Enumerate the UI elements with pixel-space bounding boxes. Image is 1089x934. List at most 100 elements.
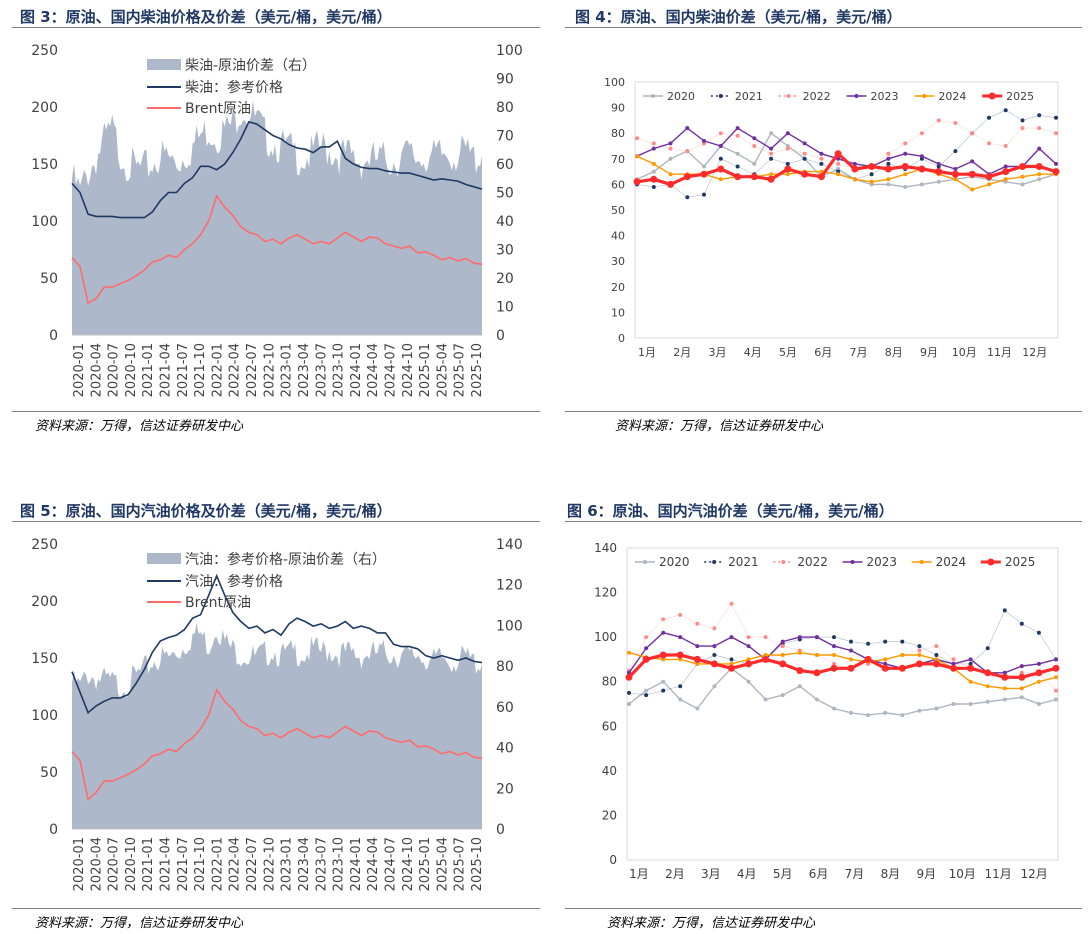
fig6-point-2021 <box>934 653 939 657</box>
fig6-point-2021 <box>1036 630 1041 635</box>
fig6-point-2024 <box>849 657 853 662</box>
fig4-point-2020 <box>919 182 924 187</box>
fig4-point-2022 <box>1003 144 1008 148</box>
figure-3-source-rule <box>12 411 540 412</box>
fig4-point-2023 <box>970 159 975 164</box>
fig6-point-2025 <box>898 664 906 672</box>
fig6-point-2025 <box>847 664 855 672</box>
fig4-x-tick: 3月 <box>709 346 727 359</box>
fig6-x-tick: 6月 <box>809 867 829 881</box>
figure-6-title-rule <box>565 521 1082 522</box>
fig5-yleft-tick: 250 <box>31 537 58 553</box>
fig4-point-2024 <box>1037 172 1042 177</box>
fig6-point-2020 <box>1002 697 1007 702</box>
fig6-point-2023 <box>712 644 717 649</box>
fig4-point-2023 <box>1037 146 1042 151</box>
fig6-point-2024 <box>968 679 973 684</box>
fig6-point-2021 <box>678 684 683 689</box>
figure-6-source-rule <box>565 908 1082 909</box>
fig4-point-2023 <box>953 167 958 171</box>
fig6-point-2023 <box>883 661 888 666</box>
figure-4-title: 图 4：原油、国内柴油价差（美元/桶，美元/桶） <box>575 8 902 26</box>
fig4-point-2025 <box>1019 163 1026 170</box>
fig3-x-tick: 2023-10 <box>332 343 347 397</box>
fig4-point-2024 <box>852 177 857 182</box>
fig3-x-tick: 2025-07 <box>453 343 468 397</box>
fig4-point-2023 <box>702 138 706 143</box>
fig4-point-2025 <box>700 170 708 178</box>
fig6-point-2024 <box>900 653 905 657</box>
fig6-point-2020 <box>661 679 666 684</box>
fig4-point-2024 <box>769 172 774 177</box>
fig3-yleft-tick: 50 <box>40 271 58 287</box>
fig6-point-2025 <box>1001 673 1009 681</box>
fig4-point-2024 <box>987 182 991 187</box>
fig4-point-2022 <box>970 131 975 136</box>
fig6-point-2024 <box>832 653 836 657</box>
fig3-x-tick: 2024-07 <box>383 343 398 397</box>
fig6-point-2022 <box>951 657 956 662</box>
figure-3-title-rule <box>12 27 540 28</box>
fig4-point-2023 <box>735 126 740 131</box>
fig6-point-2020 <box>763 697 768 702</box>
fig4-point-2020 <box>735 151 740 156</box>
fig4-point-2024 <box>953 177 958 182</box>
fig4-legend-marker-2023 <box>854 94 859 98</box>
fig4-series-2020 <box>636 132 1057 188</box>
fig4-point-2022 <box>635 136 639 141</box>
fig6-point-2023 <box>729 635 734 640</box>
fig3-x-tick: 2024-04 <box>366 343 381 397</box>
fig5-x-tick: 2023-04 <box>297 837 312 891</box>
fig5-x-tick: 2024-07 <box>383 837 398 891</box>
fig5-x-tick: 2022-01 <box>210 837 225 891</box>
fig3-legend-swatch-area <box>147 59 181 70</box>
fig3-yleft-tick: 250 <box>31 43 58 59</box>
fig6-legend-marker-2024 <box>919 560 924 564</box>
fig4-point-2022 <box>919 131 924 136</box>
fig6-legend-marker-2023 <box>850 560 855 564</box>
fig4-point-2021 <box>785 161 790 166</box>
fig6-point-2025 <box>728 664 735 672</box>
fig6-x-tick: 1月 <box>629 867 649 881</box>
fig4-point-2023 <box>651 146 656 151</box>
fig5-yright-tick: 80 <box>496 659 514 675</box>
fig6-point-2025 <box>932 660 940 668</box>
fig6-point-2020 <box>712 684 717 689</box>
fig6-point-2025 <box>642 655 650 663</box>
fig6-point-2020 <box>695 706 700 711</box>
fig4-point-2022 <box>953 121 958 125</box>
fig4-y-tick: 20 <box>611 281 625 294</box>
fig6-point-2020 <box>780 693 785 698</box>
fig4-series-2021 <box>636 109 1057 198</box>
fig3-yright-tick: 10 <box>496 300 514 316</box>
fig6-point-2023 <box>951 661 956 666</box>
fig3-x-tick: 2022-10 <box>262 343 277 397</box>
fig4-point-2023 <box>1054 161 1058 166</box>
fig4-point-2025 <box>717 165 725 173</box>
fig4-point-2020 <box>702 164 706 169</box>
fig4-point-2024 <box>970 187 975 192</box>
fig6-point-2023 <box>814 635 819 640</box>
fig6-point-2025 <box>745 660 753 668</box>
fig4-legend-label-2021: 2021 <box>735 90 763 103</box>
fig5-x-tick: 2024-04 <box>366 837 381 891</box>
fig4-x-tick: 9月 <box>920 346 938 359</box>
fig3-yleft-tick: 100 <box>31 214 58 230</box>
fig4-legend-marker-2022 <box>786 94 791 98</box>
fig5-x-tick: 2020-01 <box>72 837 87 891</box>
figure-6-chart: 0 20 40 60 80 100 120 140 1月 2月 3月 4月 5月 6月 7月 8月 9月 10月 1… <box>594 541 1060 881</box>
fig5-x-tick: 2021-10 <box>193 837 208 891</box>
fig6-point-2025 <box>950 664 957 672</box>
fig4-plot-frame <box>634 81 1059 339</box>
figure-6-title: 图 6：原油、国内汽油价差（美元/桶，美元/桶） <box>567 502 894 520</box>
fig6-y-tick: 120 <box>594 586 617 600</box>
fig3-yright-tick: 70 <box>496 129 514 145</box>
fig4-point-2021 <box>1037 113 1042 118</box>
fig6-point-2024 <box>695 661 700 666</box>
fig4-point-2025 <box>918 165 926 173</box>
fig6-x-tick: 9月 <box>917 867 937 881</box>
fig6-y-tick: 60 <box>602 719 617 733</box>
fig6-point-2022 <box>644 635 649 640</box>
fig6-legend-label-2020: 2020 <box>659 555 690 569</box>
fig3-yright-tick: 80 <box>496 100 514 116</box>
